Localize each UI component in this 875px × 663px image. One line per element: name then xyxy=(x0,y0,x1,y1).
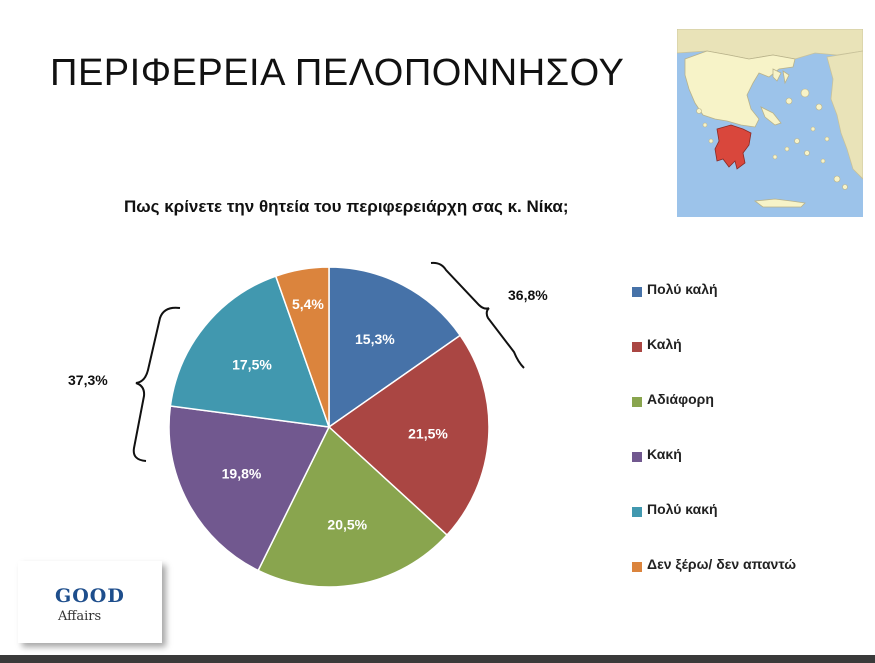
greece-map xyxy=(677,29,863,217)
bracket-left xyxy=(132,306,181,462)
legend-label-3: Κακή xyxy=(647,446,682,462)
logo: GOOD Affairs xyxy=(18,561,162,643)
legend-label-4: Πολύ κακή xyxy=(647,501,718,517)
pie-slice-0 xyxy=(328,266,462,429)
legend-swatch-0 xyxy=(632,287,642,297)
slice-label-1: 21,5% xyxy=(408,426,448,442)
legend-swatch-3 xyxy=(632,452,642,462)
legend-label-0: Πολύ καλή xyxy=(647,281,718,297)
legend-label-5: Δεν ξέρω/ δεν απαντώ xyxy=(647,556,797,572)
chart-title: Πως κρίνετε την θητεία του περιφερειάρχη… xyxy=(124,197,569,216)
pie-slice-4 xyxy=(169,275,331,428)
slice-label-4: 17,5% xyxy=(232,356,272,372)
map-turkey xyxy=(826,50,863,180)
map-islands xyxy=(696,88,848,190)
greece-map-image xyxy=(677,29,863,208)
legend-swatch-5 xyxy=(632,562,642,572)
map-chalkidiki xyxy=(772,68,790,85)
slice-label-5: 5,4% xyxy=(292,296,324,312)
annotation-right: 36,8% xyxy=(508,287,548,303)
legend-swatch-1 xyxy=(632,342,642,352)
slice-label-3: 19,8% xyxy=(222,466,262,482)
slide-title: ΠΕΡΙΦΕΡΕΙΑ ΠΕΛΟΠΟΝΝΗΣΟΥ xyxy=(50,52,625,94)
slice-label-0: 15,3% xyxy=(355,331,395,347)
slice-label-2: 20,5% xyxy=(327,517,367,533)
map-peloponnese xyxy=(714,124,752,170)
logo-word-good: GOOD xyxy=(55,585,125,607)
map-crete xyxy=(753,198,806,208)
pie-slice-3 xyxy=(168,405,331,572)
annotation-left: 37,3% xyxy=(68,372,108,388)
legend-label-1: Καλή xyxy=(647,336,682,352)
bottom-bar xyxy=(0,655,875,663)
logo-word-affairs: Affairs xyxy=(58,609,102,624)
pie-slice-5 xyxy=(274,266,330,428)
pie-slice-1 xyxy=(327,334,490,537)
legend-swatch-4 xyxy=(632,507,642,517)
legend-swatch-2 xyxy=(632,397,642,407)
legend-label-2: Αδιάφορη xyxy=(647,391,714,407)
map-evia xyxy=(760,106,782,126)
bracket-right xyxy=(430,261,525,369)
pie-slice-2 xyxy=(257,425,449,588)
